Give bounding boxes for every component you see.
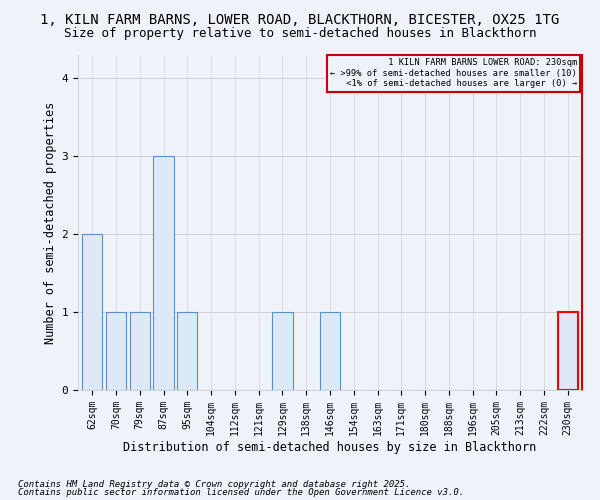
Bar <box>557 312 578 390</box>
Y-axis label: Number of semi-detached properties: Number of semi-detached properties <box>44 102 58 344</box>
Bar <box>177 312 197 390</box>
X-axis label: Distribution of semi-detached houses by size in Blackthorn: Distribution of semi-detached houses by … <box>124 440 536 454</box>
Bar <box>272 312 293 390</box>
Text: 1 KILN FARM BARNS LOWER ROAD: 230sqm
← >99% of semi-detached houses are smaller : 1 KILN FARM BARNS LOWER ROAD: 230sqm ← >… <box>330 58 577 88</box>
Bar <box>320 312 340 390</box>
Bar <box>154 156 173 390</box>
Bar <box>82 234 103 390</box>
Bar <box>106 312 126 390</box>
Text: Contains public sector information licensed under the Open Government Licence v3: Contains public sector information licen… <box>18 488 464 497</box>
Bar <box>130 312 150 390</box>
Text: Contains HM Land Registry data © Crown copyright and database right 2025.: Contains HM Land Registry data © Crown c… <box>18 480 410 489</box>
Text: Size of property relative to semi-detached houses in Blackthorn: Size of property relative to semi-detach… <box>64 28 536 40</box>
Text: 1, KILN FARM BARNS, LOWER ROAD, BLACKTHORN, BICESTER, OX25 1TG: 1, KILN FARM BARNS, LOWER ROAD, BLACKTHO… <box>40 12 560 26</box>
